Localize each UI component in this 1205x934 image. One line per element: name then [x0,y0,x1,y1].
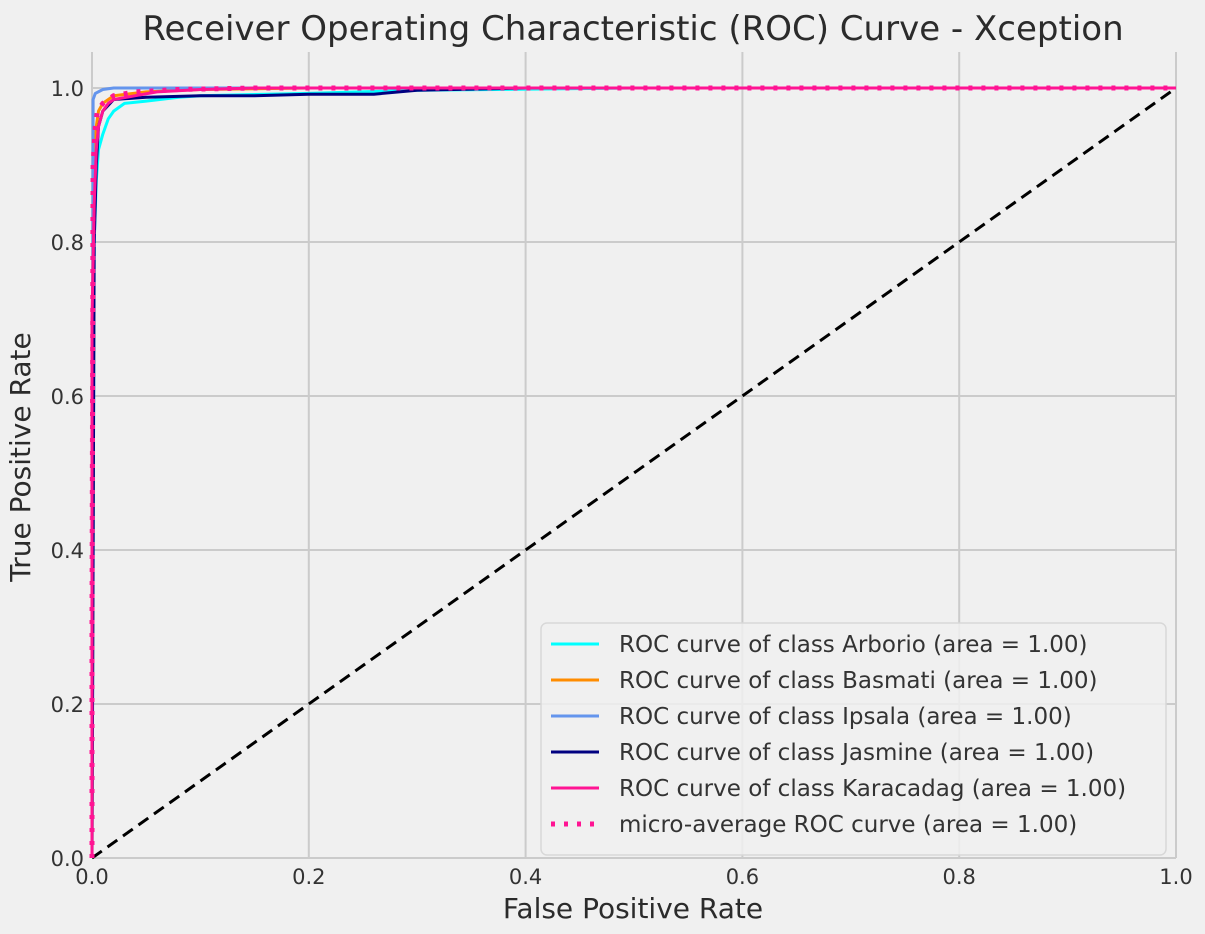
y-tick-label: 0.8 [51,231,84,255]
roc-series-line [90,86,1176,858]
x-tick-label: 0.0 [75,865,108,889]
y-tick-label: 0.4 [51,539,84,563]
grid [91,52,1177,859]
legend-entry: ROC curve of class Ipsala (area = 1.00) [619,704,1072,730]
legend: ROC curve of class Arborio (area = 1.00)… [540,622,1167,856]
legend-entry: ROC curve of class Basmati (area = 1.00) [619,668,1098,694]
roc-series-line [90,86,1176,859]
y-tick-label: 1.0 [51,77,84,101]
legend-box [540,622,1167,856]
x-tick-label: 0.6 [726,865,759,889]
x-tick-label: 1.0 [1159,865,1192,889]
x-axis-label: False Positive Rate [503,892,763,925]
legend-entry: ROC curve of class Arborio (area = 1.00) [619,632,1088,658]
chart-title: Receiver Operating Characteristic (ROC) … [142,9,1123,49]
legend-entry: micro-average ROC curve (area = 1.00) [619,812,1077,838]
series-lines [89,85,1177,860]
x-tick-labels: 0.0 0.2 0.4 0.6 0.8 1.0 [75,865,1192,889]
roc-series-line [89,85,1176,858]
legend-entry: ROC curve of class Jasmine (area = 1.00) [619,740,1094,766]
y-tick-label: 0.0 [51,847,84,871]
y-tick-labels: 0.0 0.2 0.4 0.6 0.8 1.0 [51,77,84,871]
x-tick-label: 0.2 [292,865,325,889]
y-axis-label: True Positive Rate [4,332,37,582]
x-tick-label: 0.4 [509,865,542,889]
x-tick-label: 0.8 [942,865,975,889]
y-tick-label: 0.6 [51,385,84,409]
chance-diagonal-line [91,86,1177,860]
legend-entry: ROC curve of class Karacadag (area = 1.0… [619,776,1126,802]
y-tick-label: 0.2 [51,693,84,717]
